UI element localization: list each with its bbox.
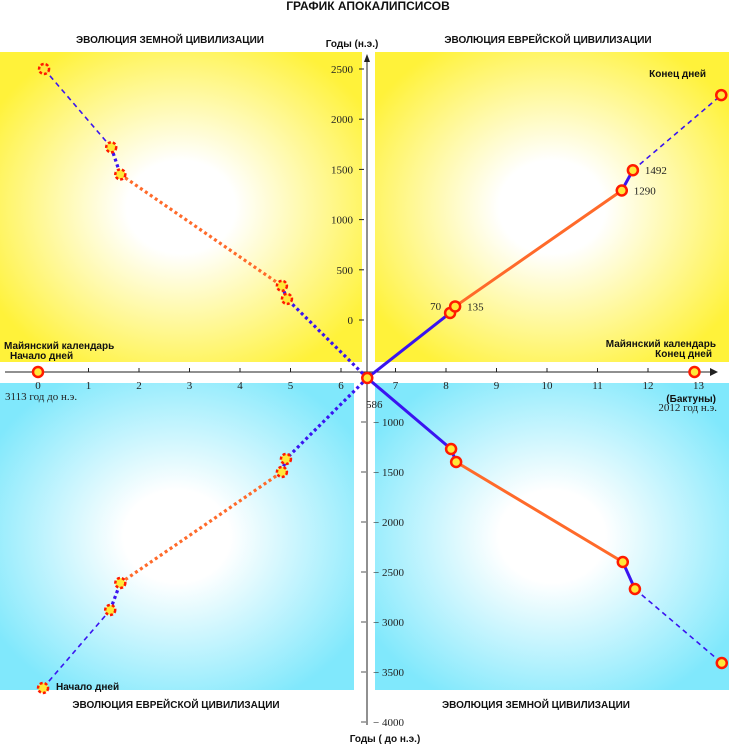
- end-days-label: Конец дней: [649, 69, 706, 80]
- data-point-marker: [103, 603, 117, 617]
- data-point-marker: [715, 656, 729, 670]
- x-tick-label: 12: [643, 380, 654, 392]
- series-line-bottom-left: [42, 609, 111, 689]
- series-line-bottom-right: [634, 588, 723, 664]
- center-year-label: 586: [366, 399, 383, 411]
- panel-top-left: [0, 52, 362, 362]
- x-tick-label: 7: [393, 380, 399, 392]
- panel-title-top-right: ЭВОЛЮЦИЯ ЕВРЕЙСКОЙ ЦИВИЛИЗАЦИИ: [444, 33, 651, 46]
- data-point-marker: [449, 455, 463, 469]
- y-tick-label: − 2500: [373, 567, 404, 579]
- data-point-marker: [275, 279, 289, 293]
- x-tick-label: 3: [187, 380, 193, 392]
- maya-start-label: Майянский календарь: [4, 341, 114, 352]
- series-line-bottom-left: [284, 376, 369, 461]
- maya-end-label: Майянский календарь: [606, 339, 716, 350]
- x-axis-label: (Бактуны): [666, 394, 716, 405]
- y-tick-label: − 3500: [373, 667, 404, 679]
- data-point-marker: [444, 442, 458, 456]
- y-axis-label-top: Годы (н.э.): [326, 39, 379, 50]
- series-line-bottom-right: [455, 460, 624, 564]
- start-year-label: 3113 год до н.э.: [5, 391, 77, 403]
- data-point-marker: [615, 184, 629, 197]
- data-point-marker: [104, 141, 118, 154]
- series-line-top-left: [43, 68, 112, 148]
- maya-start-sublabel: Начало дней: [10, 351, 73, 362]
- axis-point-marker: [361, 371, 374, 385]
- y-tick-label: 500: [337, 265, 354, 277]
- x-tick-label: 1: [86, 380, 92, 392]
- x-tick-label: 8: [443, 380, 449, 392]
- y-tick-label: 0: [348, 315, 354, 327]
- start-days-label: Начало дней: [56, 682, 119, 693]
- data-point-marker: [448, 300, 462, 313]
- series-line-top-right: [454, 189, 623, 308]
- x-tick-label: 5: [288, 380, 294, 392]
- y-tick-label: 1500: [331, 164, 354, 176]
- series-line-top-right: [366, 311, 452, 380]
- x-tick-label: 2: [136, 380, 142, 392]
- panel-title-bottom-left: ЭВОЛЮЦИЯ ЕВРЕЙСКОЙ ЦИВИЛИЗАЦИИ: [72, 698, 279, 711]
- series-line-top-left: [109, 146, 122, 175]
- data-point-marker: [628, 582, 642, 596]
- series-line-top-left: [119, 173, 283, 288]
- x-tick-label: 4: [237, 380, 243, 392]
- data-point-marker: [36, 681, 50, 695]
- data-point-label: 1290: [634, 185, 657, 197]
- chart-title: ГРАФИК АПОКАЛИПСИСОВ: [286, 0, 450, 13]
- y-tick-label: 2500: [331, 64, 354, 76]
- data-point-marker: [114, 576, 127, 590]
- series-line-bottom-right: [366, 376, 453, 451]
- data-point-marker: [715, 88, 728, 102]
- x-tick-label: 13: [693, 380, 705, 392]
- axis-point-marker: [31, 365, 45, 379]
- data-point-label: 70: [430, 301, 442, 313]
- x-tick-label: 9: [494, 380, 500, 392]
- panel-title-top-left: ЭВОЛЮЦИЯ ЗЕМНОЙ ЦИВИЛИЗАЦИИ: [76, 33, 264, 46]
- y-tick-label: − 2000: [373, 517, 404, 529]
- series-line-bottom-left: [119, 470, 283, 585]
- data-point-marker: [616, 555, 630, 569]
- data-point-label: 1492: [645, 165, 667, 177]
- panel-top-right: [375, 52, 729, 362]
- y-axis-label-bottom: Годы ( до н.э.): [350, 734, 421, 745]
- y-tick-label: − 3000: [373, 617, 404, 629]
- y-axis-arrow-icon: [364, 54, 370, 62]
- data-point-marker: [37, 62, 51, 76]
- data-point-marker: [626, 163, 640, 177]
- y-tick-label: − 4000: [373, 717, 404, 729]
- end-year-label: 2012 год н.э.: [658, 402, 717, 414]
- data-point-marker: [280, 292, 294, 306]
- data-point-label: 135: [467, 301, 484, 313]
- x-tick-label: 10: [542, 380, 554, 392]
- x-tick-label: 11: [592, 380, 603, 392]
- data-point-marker: [275, 465, 289, 479]
- y-tick-label: − 1000: [373, 417, 404, 429]
- axis-point-marker: [688, 365, 701, 379]
- y-tick-label: − 1500: [373, 467, 404, 479]
- maya-end-sublabel: Конец дней: [655, 349, 712, 360]
- y-tick-label: 2000: [331, 114, 354, 126]
- x-tick-label: 6: [338, 380, 344, 392]
- panel-title-bottom-right: ЭВОЛЮЦИЯ ЗЕМНОЙ ЦИВИЛИЗАЦИИ: [442, 698, 630, 711]
- data-point-marker: [279, 452, 293, 466]
- panel-bottom-left: [0, 383, 354, 690]
- data-point-marker: [114, 168, 127, 181]
- series-line-top-right: [632, 94, 722, 171]
- x-axis-arrow-icon: [710, 368, 718, 376]
- y-tick-label: 1000: [331, 215, 354, 227]
- series-line-top-left: [285, 297, 369, 380]
- x-tick-label: 0: [35, 380, 41, 392]
